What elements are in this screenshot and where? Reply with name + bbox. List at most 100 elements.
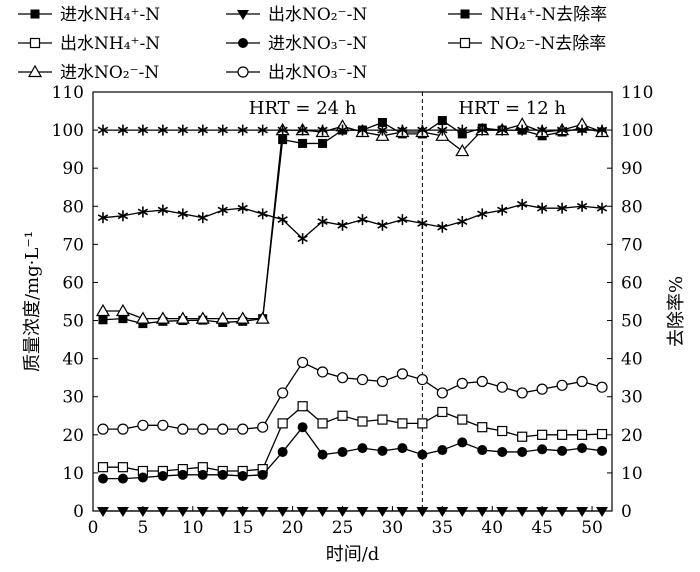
data-point (376, 375, 389, 388)
data-point (195, 311, 210, 324)
legend-label: 进水NH₄⁺-N (60, 5, 160, 25)
series-7 (97, 124, 608, 136)
data-point (217, 469, 228, 480)
data-point (517, 446, 528, 457)
y2-tick-label: 100 (621, 121, 653, 141)
data-point (175, 311, 190, 324)
legend-label: 进水NO₃⁻-N (268, 34, 367, 54)
data-point (536, 202, 548, 214)
data-point (96, 507, 109, 517)
data-point (417, 449, 428, 460)
data-point (456, 377, 468, 389)
data-point (397, 214, 408, 226)
data-point (137, 419, 149, 431)
legend-item: 进水NO₃⁻-N (226, 34, 367, 54)
data-point (296, 356, 309, 369)
data-point (376, 507, 389, 517)
data-point (377, 414, 388, 425)
data-point (596, 507, 609, 517)
y-tick-label: 80 (62, 197, 84, 217)
series-5 (97, 356, 608, 435)
legend-marker (30, 9, 40, 19)
y-tick-label: 20 (62, 426, 84, 446)
chart-text: 时间/d 质量浓度/mg·L⁻¹ 去除率% HRT = 24 h HRT = 12 h (22, 98, 687, 565)
data-point (318, 138, 328, 148)
x-tick-label: 30 (382, 518, 404, 538)
data-point (496, 381, 508, 393)
legend-marker (460, 9, 470, 19)
legend-item: NO₂⁻-N去除率 (448, 34, 606, 54)
data-point (257, 421, 269, 433)
y-tick-label: 50 (62, 312, 84, 332)
y-axis-title: 质量浓度/mg·L⁻¹ (22, 231, 43, 372)
data-point (457, 216, 468, 228)
data-point (556, 379, 568, 391)
data-point (117, 462, 129, 473)
data-point (337, 410, 348, 421)
data-point (576, 124, 588, 136)
data-point (277, 387, 289, 399)
data-point (517, 431, 528, 442)
legend-item: 出水NH₄⁺-N (18, 34, 160, 54)
x-tick-label: 20 (282, 518, 304, 538)
legend-marker (27, 64, 43, 78)
data-point (456, 507, 469, 517)
data-point (536, 507, 549, 517)
legend-label: NO₂⁻-N去除率 (490, 34, 606, 54)
data-point (156, 507, 169, 517)
data-point (477, 208, 488, 220)
data-point (137, 206, 149, 218)
data-point (317, 124, 328, 136)
data-point (437, 445, 448, 456)
data-point (217, 124, 228, 136)
data-point (416, 507, 429, 517)
data-point (337, 219, 348, 231)
legend-marker (237, 66, 249, 78)
data-point (397, 124, 408, 136)
series-2 (95, 117, 610, 324)
data-point (417, 217, 428, 229)
data-point (356, 373, 369, 386)
data-point (596, 381, 608, 393)
data-point (337, 124, 348, 136)
data-point (337, 446, 348, 457)
legend-label: 进水NO₂⁻-N (60, 63, 159, 83)
x-tick-label: 5 (137, 518, 148, 538)
data-point (297, 124, 308, 136)
plot-series (95, 116, 610, 517)
data-point (236, 507, 249, 517)
legend-item: 进水NO₂⁻-N (18, 63, 159, 83)
y2-tick-label: 20 (621, 426, 643, 446)
data-point (237, 470, 248, 481)
data-point (317, 449, 328, 460)
data-point (357, 124, 368, 136)
data-point (115, 303, 130, 317)
y-tick-label: 90 (62, 159, 84, 179)
data-point (118, 314, 128, 324)
data-point (596, 202, 608, 214)
data-point (577, 443, 588, 454)
legend-item: NH₄⁺-N去除率 (448, 5, 607, 25)
data-point (357, 443, 368, 454)
x-tick-label: 35 (432, 518, 454, 538)
data-point (197, 124, 208, 136)
data-point (517, 198, 528, 210)
data-point (197, 212, 208, 224)
data-point (417, 124, 428, 136)
y-tick-label: 40 (62, 350, 84, 370)
legend-label: NH₄⁺-N去除率 (490, 5, 607, 25)
series-4 (97, 422, 608, 484)
data-point (417, 418, 428, 429)
data-point (556, 124, 568, 136)
x-tick-label: 0 (88, 518, 99, 538)
hrt-annotation: HRT = 12 h (458, 98, 566, 119)
series-1 (97, 401, 608, 477)
data-point (497, 446, 508, 457)
data-point (117, 210, 129, 222)
data-point (516, 387, 528, 399)
data-point (176, 507, 189, 517)
data-point (397, 443, 408, 454)
data-point (576, 375, 588, 388)
